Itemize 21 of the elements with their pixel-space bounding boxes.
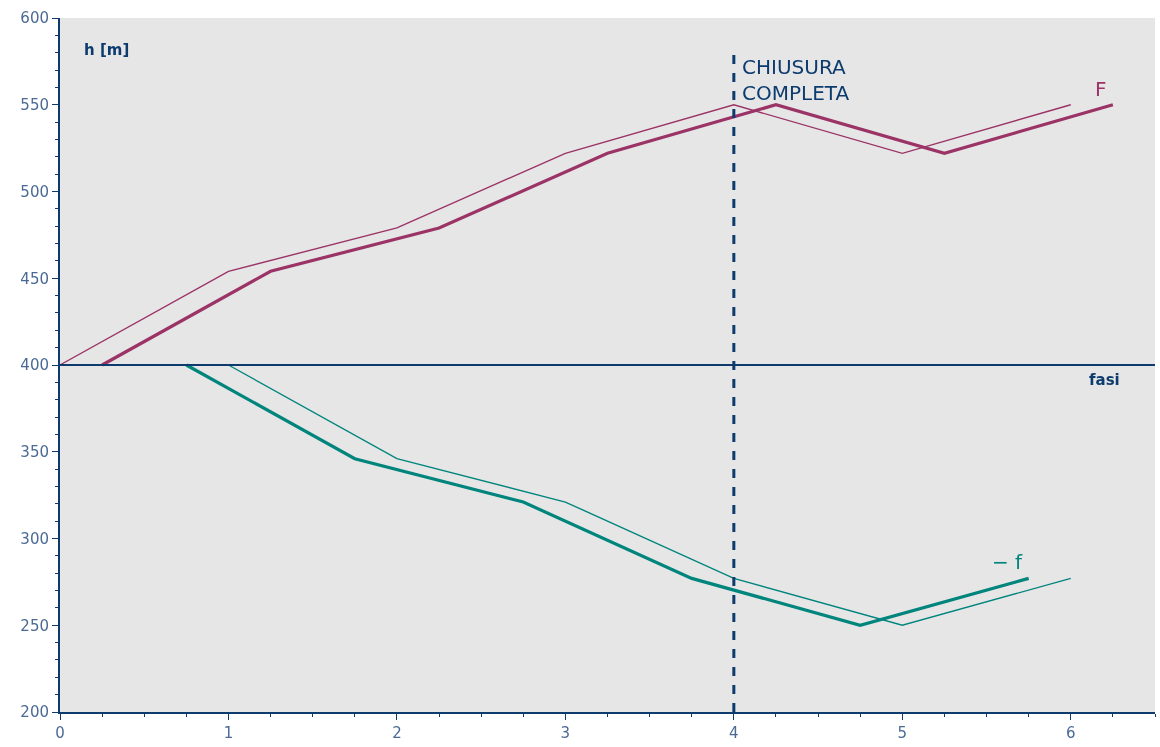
- y-tick-label: 400: [20, 356, 49, 375]
- y-tick-label: 450: [20, 269, 49, 288]
- series-label: F: [1095, 77, 1107, 101]
- x-tick-label: 6: [1066, 724, 1076, 742]
- x-tick-label: 5: [897, 724, 908, 742]
- y-tick-label: 550: [20, 96, 49, 114]
- x-tick-label: 3: [560, 724, 571, 742]
- x-tick-label: 1: [223, 724, 234, 742]
- y-tick-label: 300: [20, 529, 49, 548]
- y-tick-label: 250: [20, 616, 49, 635]
- y-tick-label: 350: [20, 443, 49, 461]
- y-tick-label: 600: [20, 9, 49, 28]
- x-tick-label: 0: [55, 724, 65, 742]
- ref-line-label: CHIUSURA COMPLETA: [742, 55, 850, 105]
- y-axis-title: h [m]: [84, 41, 130, 59]
- x-tick-label: 2: [392, 724, 402, 742]
- x-tick-label: 4: [729, 724, 739, 742]
- series-label: − f: [992, 550, 1024, 574]
- y-tick-label: 200: [20, 703, 49, 722]
- y-tick-label: 500: [20, 182, 49, 201]
- x-axis-title: fasi: [1089, 371, 1120, 389]
